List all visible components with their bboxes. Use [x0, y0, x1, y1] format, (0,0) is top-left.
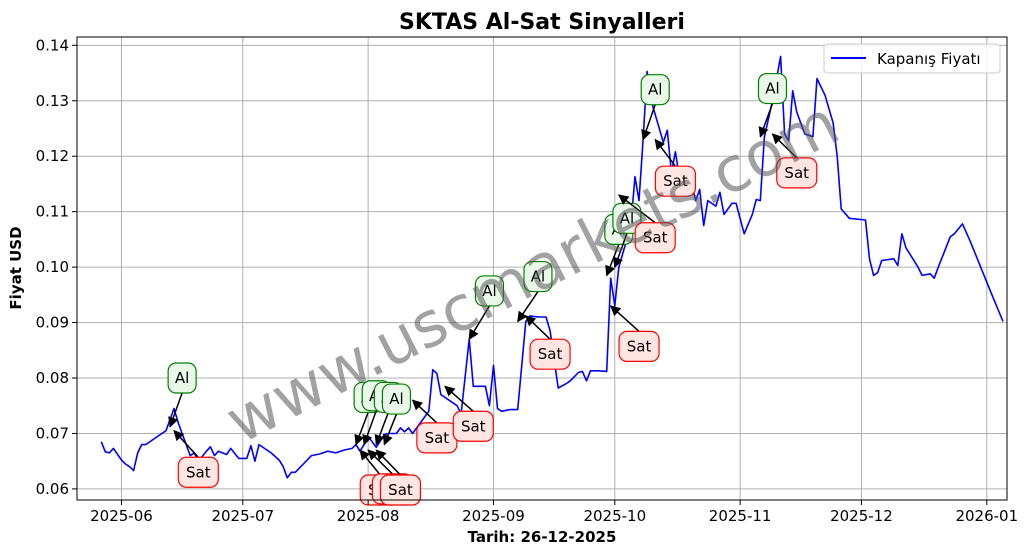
buy-label-box [167, 362, 197, 394]
buy-arrow [517, 291, 539, 323]
y-tick-label: 0.10 [36, 258, 69, 276]
buy-signal-label: Al [765, 80, 779, 98]
sell-signal-label: Sat [538, 345, 563, 363]
buy-arrow [613, 233, 628, 269]
buy-arrow [605, 244, 620, 277]
sell-arrow [411, 399, 438, 424]
axis-ticks: 2025-06 2025-07 2025-08 2025-09 2025-10 2025-… [36, 36, 1019, 525]
y-tick-label: 0.08 [36, 369, 69, 387]
sell-signal-label: Sat [784, 164, 809, 182]
buy-arrow [641, 104, 656, 141]
buy-signal-label: Al [648, 81, 662, 99]
x-tick-label: 2025-08 [337, 507, 400, 525]
buy-signal-label: Al [531, 268, 545, 286]
sell-arrow [367, 449, 393, 475]
sell-label-box [452, 410, 494, 442]
x-tick-label: 2025-10 [583, 507, 646, 525]
y-tick-label: 0.09 [36, 314, 69, 332]
sell-label-box [634, 222, 676, 254]
sell-arrow [654, 138, 677, 167]
price-series-line [100, 55, 1004, 479]
y-tick-label: 0.14 [36, 36, 69, 54]
plot-frame [76, 36, 1008, 501]
sell-signal-label: Sat [627, 337, 652, 355]
x-tick-label: 2025-06 [90, 507, 153, 525]
sell-signal-label: Sat [643, 229, 668, 247]
buy-label-box [474, 275, 505, 307]
y-tick-label: 0.13 [36, 92, 69, 110]
buy-signal-label: Al [389, 390, 403, 408]
sell-arrow [444, 385, 474, 412]
legend-box [823, 43, 1001, 74]
buy-arrow [468, 305, 491, 341]
buy-label-box [640, 74, 670, 106]
x-axis-label: Tarih: 26-12-2025 [468, 528, 617, 546]
sell-arrow [173, 429, 199, 458]
legend-label: Kapanış Fiyatı [877, 50, 981, 68]
x-tick-label: 2025-11 [709, 507, 772, 525]
buy-signal-label: Al [175, 369, 189, 387]
grid [77, 37, 1007, 500]
legend: Kapanış Fiyatı [823, 43, 1001, 74]
signal-annotations: AlSatAlAlAlAlSatSatSatSatSatAlAlSatAlSat… [167, 72, 818, 506]
sell-signal-label: Sat [425, 429, 450, 447]
sell-arrow [609, 305, 640, 332]
buy-signal-label: Al [620, 209, 634, 227]
y-axis-label: Fiyat USD [7, 226, 25, 309]
sell-signal-label: Sat [663, 172, 688, 190]
x-tick-label: 2026-01 [955, 507, 1018, 525]
price-line-layer [100, 55, 1004, 479]
sell-label-box [654, 165, 697, 197]
sell-arrow [525, 315, 551, 340]
sell-signal-label: Sat [388, 481, 413, 499]
sell-label-box [177, 456, 219, 488]
sell-arrow [771, 133, 798, 159]
buy-arrow [374, 412, 390, 446]
sell-label-box [529, 338, 571, 370]
sell-label-box [776, 157, 818, 189]
y-tick-label: 0.07 [36, 424, 69, 442]
y-tick-label: 0.11 [36, 203, 69, 221]
buy-signal-label: Al [482, 282, 496, 300]
buy-label-box [523, 260, 553, 293]
x-tick-label: 2025-07 [211, 507, 274, 525]
buy-label-box [381, 383, 412, 415]
y-tick-label: 0.06 [36, 480, 69, 498]
sell-arrow [359, 449, 381, 476]
buy-arrow [168, 392, 183, 428]
sell-arrow [375, 449, 402, 476]
y-tick-label: 0.12 [36, 147, 69, 165]
sell-label-box [379, 474, 422, 506]
sell-signal-label: Sat [186, 463, 211, 481]
x-tick-label: 2025-09 [462, 507, 525, 525]
buy-arrow [758, 103, 774, 138]
buy-arrow [382, 413, 398, 446]
chart-title: SKTAS Al-Sat Sinyalleri [399, 10, 685, 35]
x-tick-label: 2025-12 [830, 507, 893, 525]
buy-arrow [362, 410, 377, 446]
sell-arrow [617, 194, 656, 224]
buy-arrow [354, 412, 369, 446]
sell-label-box [618, 330, 660, 363]
sell-signal-label: Sat [461, 417, 486, 435]
buy-label-box [757, 72, 788, 105]
